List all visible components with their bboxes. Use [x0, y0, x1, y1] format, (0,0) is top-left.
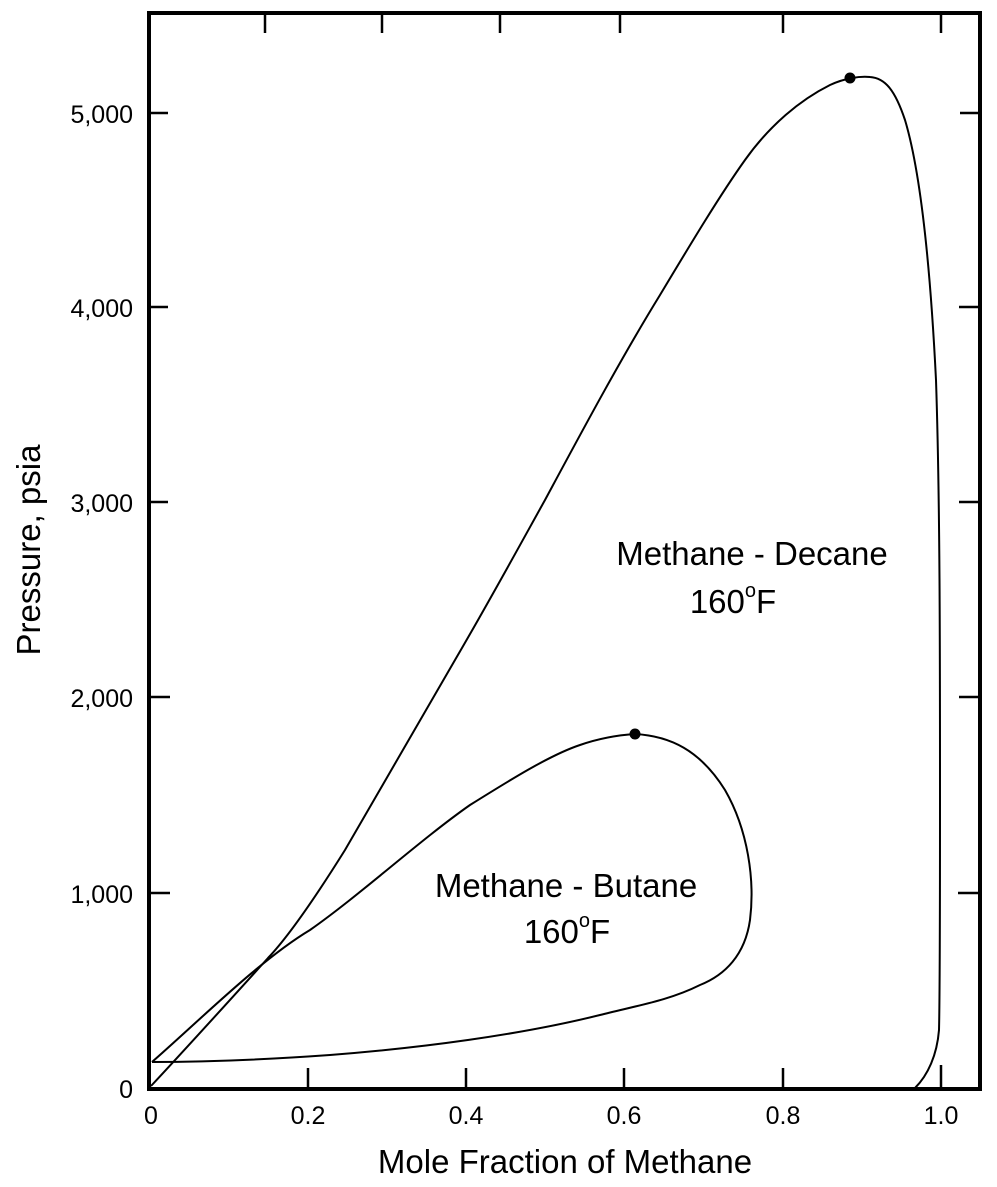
y-tick-label: 4,000: [70, 295, 133, 323]
decane-critical-point-marker: [844, 72, 856, 84]
x-tick-label: 0: [144, 1102, 158, 1130]
y-tick-label: 5,000: [70, 101, 133, 129]
plot-frame: [147, 11, 982, 1091]
x-tick-label: 0.6: [607, 1102, 642, 1130]
x-tick-label: 0.8: [766, 1102, 801, 1130]
butane-critical-point-marker: [629, 728, 641, 740]
methane-decane-curve: [150, 75, 941, 1089]
butane-annotation: Methane - Butane 160oF: [435, 867, 697, 950]
x-tick-label: 0.4: [449, 1102, 484, 1130]
x-tick-label: 1.0: [924, 1102, 959, 1130]
x-axis-ticks-top: [263, 15, 943, 33]
x-tick-label: 0.2: [291, 1102, 326, 1130]
x-axis-ticks-bottom: [306, 1065, 943, 1088]
y-tick-label: 0: [119, 1076, 133, 1104]
x-axis-title: Mole Fraction of Methane: [378, 1143, 752, 1180]
y-tick-label: 2,000: [70, 685, 133, 713]
decane-annotation: Methane - Decane 160oF: [616, 535, 888, 620]
x-axis-tick-labels: 0 0.2 0.4 0.6 0.8 1.0: [144, 1102, 958, 1130]
y-axis-tick-labels: 0 1,000 2,000 3,000 4,000 5,000: [70, 101, 133, 1104]
y-axis-ticks-left: [150, 111, 170, 895]
y-axis-ticks-right: [958, 111, 978, 895]
y-axis-title: Pressure, psia: [10, 444, 47, 656]
y-tick-label: 1,000: [70, 881, 133, 909]
butane-label: Methane - Butane: [435, 867, 697, 904]
butane-temperature: 160oF: [524, 910, 610, 950]
methane-butane-curve: [151, 732, 753, 1063]
decane-label: Methane - Decane: [616, 535, 888, 572]
y-tick-label: 3,000: [70, 490, 133, 518]
decane-temperature: 160oF: [690, 580, 776, 620]
